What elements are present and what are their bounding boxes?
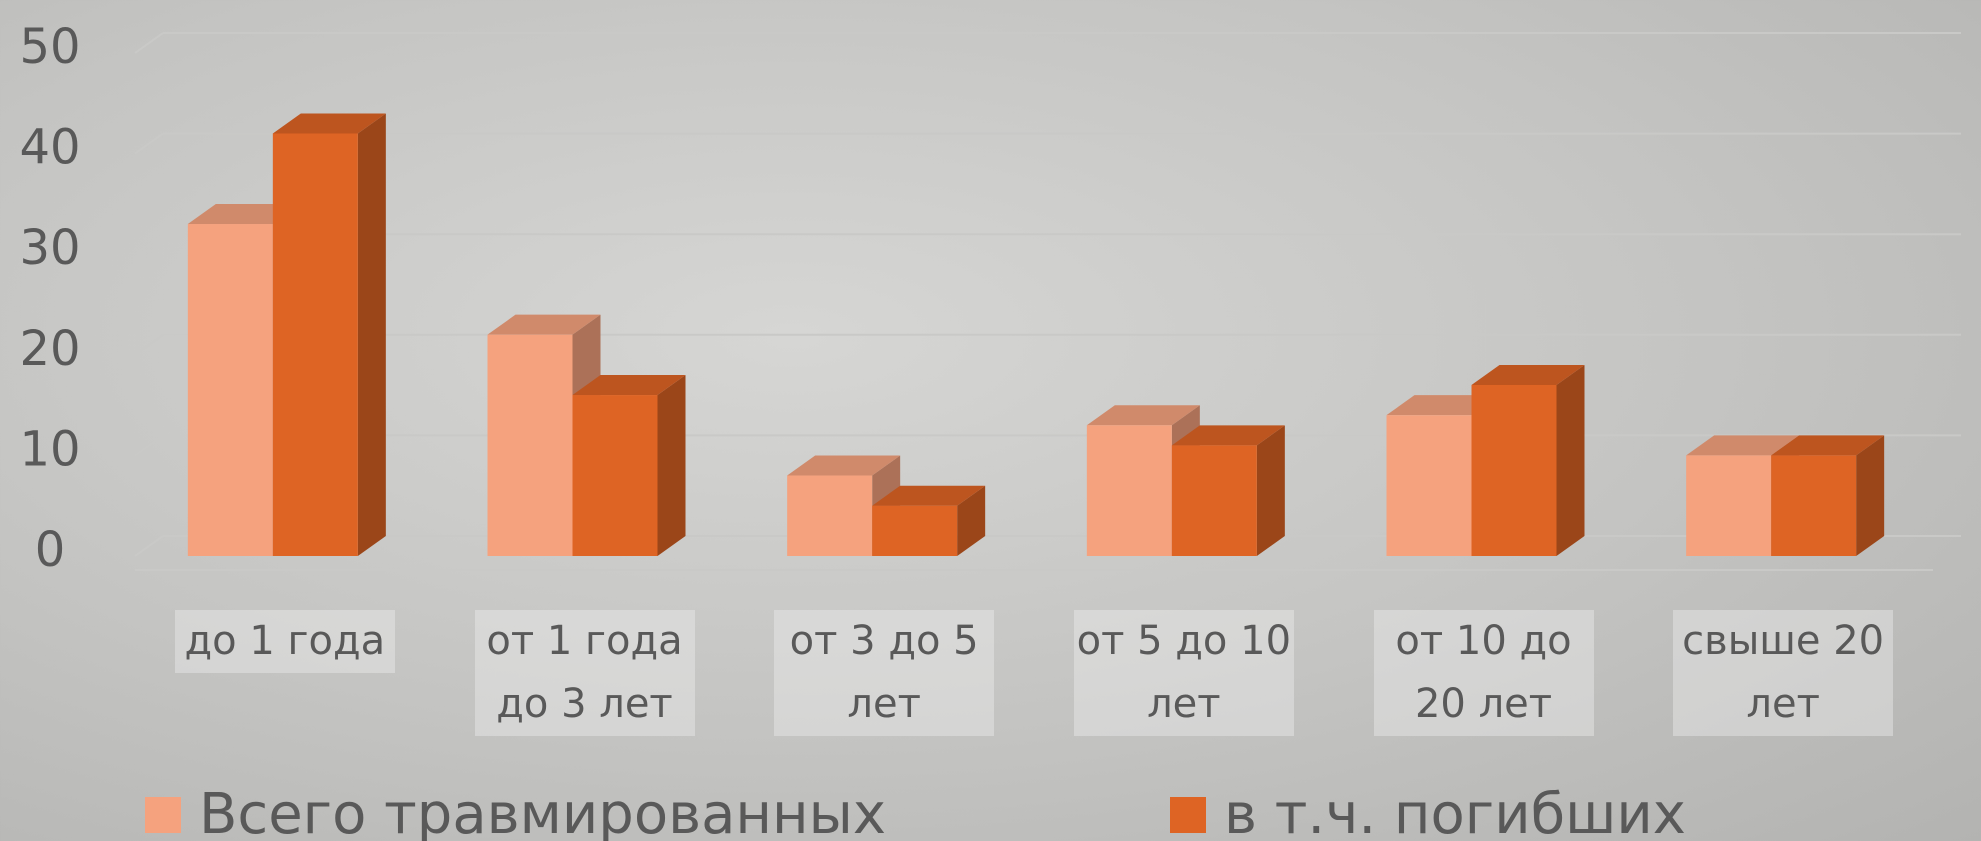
grid-line-side: [135, 435, 163, 455]
y-tick-label: 10: [19, 421, 80, 477]
legend-swatch: [145, 797, 181, 833]
x-tick-label: от 1 года до 3 лет: [475, 610, 695, 736]
bar-side: [1557, 365, 1585, 556]
y-tick-label: 40: [19, 120, 80, 176]
y-tick-label: 30: [19, 220, 80, 276]
bar-side: [1257, 425, 1285, 556]
grid-line-side: [135, 234, 163, 254]
bar: [1087, 425, 1172, 556]
x-tick-label: свыше 20 лет: [1673, 610, 1893, 736]
bar-side: [658, 375, 686, 556]
bar-side: [1856, 435, 1884, 556]
x-tick-label: до 1 года: [175, 610, 395, 673]
bar: [273, 133, 358, 556]
bar: [1172, 445, 1257, 556]
bar: [1771, 455, 1856, 556]
legend-swatch: [1170, 797, 1206, 833]
bar: [787, 476, 872, 556]
bar: [1387, 415, 1472, 556]
bar: [1686, 455, 1771, 556]
x-tick-label: от 3 до 5 лет: [774, 610, 994, 736]
legend-item: Всего травмированных: [145, 782, 886, 841]
bar: [188, 224, 273, 556]
x-tick-label: от 10 до 20 лет: [1374, 610, 1594, 736]
legend-label: в т.ч. погибших: [1224, 782, 1686, 841]
bar: [488, 335, 573, 556]
grid-line-side: [135, 134, 163, 154]
grid-line-side: [135, 33, 163, 53]
bar: [573, 395, 658, 556]
page: 01020304050 (() => { const data = JSON.p…: [0, 0, 1981, 841]
bar: [1472, 385, 1557, 556]
bar: [872, 506, 957, 556]
grid-line-side: [135, 536, 163, 556]
legend-label: Всего травмированных: [199, 782, 886, 841]
y-tick-label: 50: [19, 19, 80, 75]
x-tick-label: от 5 до 10 лет: [1074, 610, 1294, 736]
bar-side: [358, 113, 386, 556]
y-tick-label: 0: [35, 522, 66, 578]
y-tick-label: 20: [19, 321, 80, 377]
legend-item: в т.ч. погибших: [1170, 782, 1686, 841]
grid-line-side: [135, 335, 163, 355]
